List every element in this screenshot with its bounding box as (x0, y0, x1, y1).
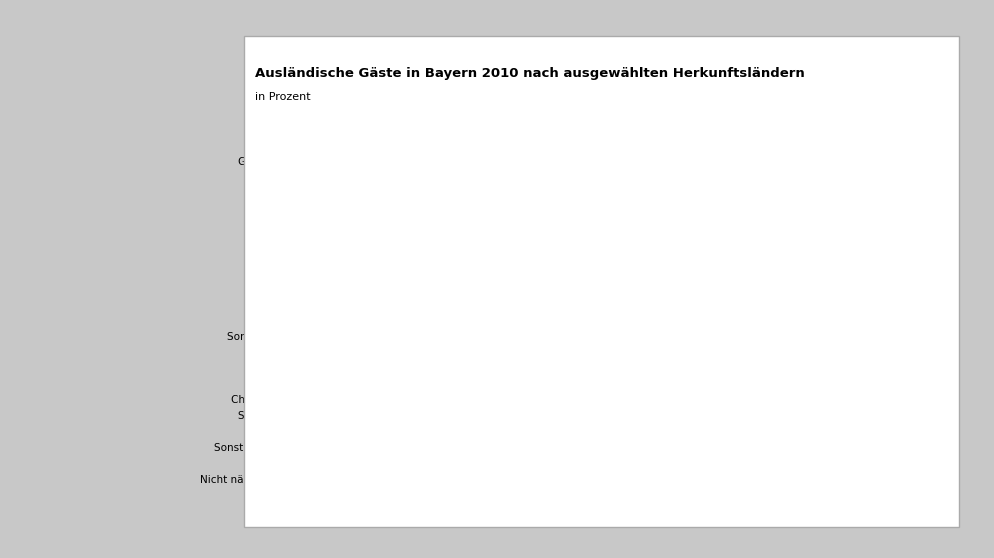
Text: 2.5: 2.5 (502, 203, 518, 213)
Bar (383, 283, 686, 293)
Text: 1.9: 1.9 (475, 235, 490, 245)
Text: 2.7: 2.7 (511, 187, 527, 198)
Text: 6.5: 6.5 (686, 156, 702, 166)
Bar (383, 410, 544, 420)
Text: 3.9: 3.9 (567, 171, 581, 181)
Text: 7.2: 7.2 (719, 299, 734, 309)
Text: 1.5: 1.5 (456, 458, 471, 468)
Bar (383, 474, 488, 484)
Text: in Prozent: in Prozent (255, 92, 311, 102)
Text: 3.5: 3.5 (549, 410, 564, 420)
Text: 0.7: 0.7 (419, 347, 434, 357)
Bar (383, 458, 451, 468)
Bar (383, 251, 465, 261)
Text: 2.7: 2.7 (511, 442, 527, 452)
Text: 10.6: 10.6 (875, 108, 896, 118)
Bar (383, 347, 414, 357)
Bar (383, 187, 507, 198)
Bar (383, 442, 507, 452)
Bar (383, 394, 470, 404)
Text: 1.9: 1.9 (475, 394, 490, 404)
Bar (383, 315, 502, 325)
Bar (383, 124, 796, 133)
Text: 8.9: 8.9 (796, 140, 812, 150)
Text: 2.4: 2.4 (498, 219, 513, 229)
Bar (383, 203, 498, 213)
Text: 1.8: 1.8 (470, 251, 485, 261)
Bar (383, 140, 792, 150)
Text: 1.9: 1.9 (475, 378, 490, 388)
Bar (383, 219, 493, 229)
Bar (383, 378, 470, 388)
Bar (383, 108, 870, 118)
Bar (383, 330, 535, 340)
Bar (383, 267, 456, 277)
Text: 2.3: 2.3 (493, 474, 508, 484)
Text: 10.5: 10.5 (870, 426, 892, 436)
Text: 3.5: 3.5 (549, 362, 564, 372)
Bar (383, 426, 866, 436)
Text: 6.6: 6.6 (691, 283, 706, 293)
Bar (383, 156, 682, 165)
Text: Ausländische Gäste in Bayern 2010 nach ausgewählten Herkunftsländern: Ausländische Gäste in Bayern 2010 nach a… (255, 67, 805, 80)
Bar (383, 299, 714, 309)
Text: 1.6: 1.6 (461, 267, 476, 277)
Bar (383, 235, 470, 245)
Text: 2.6: 2.6 (507, 315, 522, 325)
Bar (383, 171, 562, 181)
Text: 3.3: 3.3 (539, 330, 555, 340)
Text: 9.0: 9.0 (801, 124, 816, 134)
Bar (383, 362, 544, 372)
